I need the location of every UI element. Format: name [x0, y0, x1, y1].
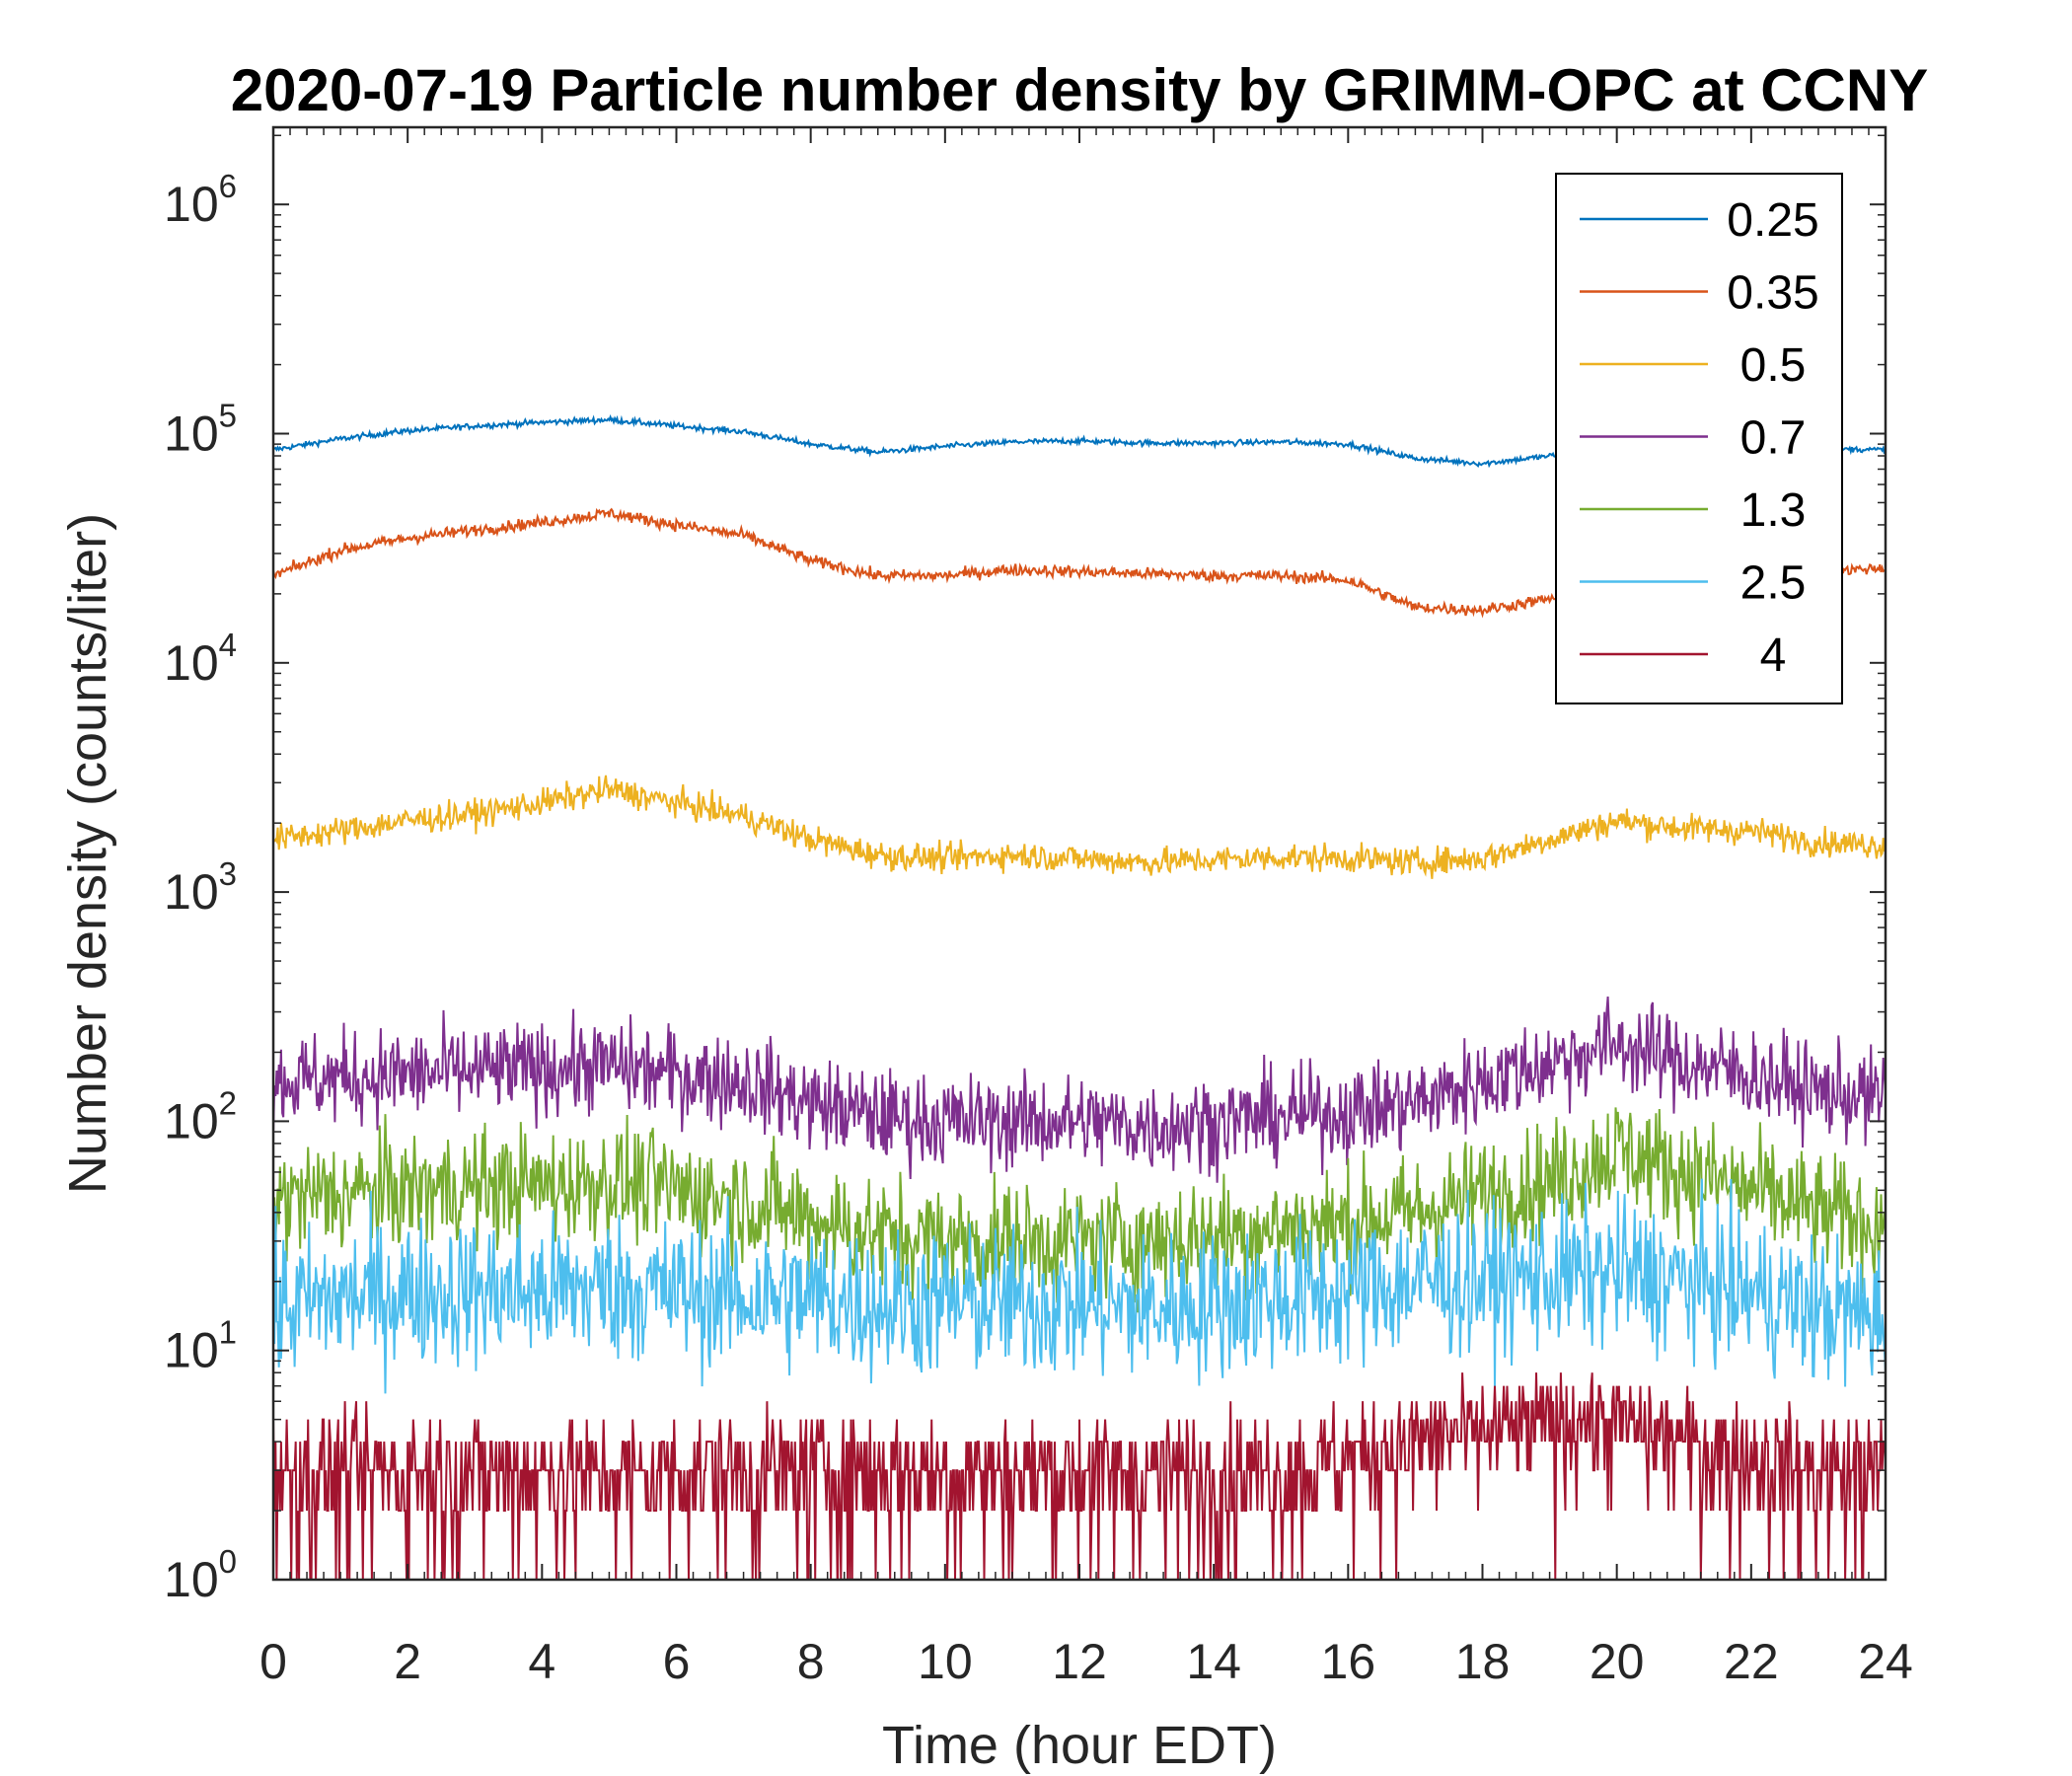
x-tick-label: 2 — [394, 1634, 421, 1689]
series-line-0-7 — [273, 997, 1886, 1183]
plot-frame — [271, 125, 1887, 1582]
legend-label: 1.3 — [1740, 484, 1807, 537]
tick-layer — [272, 127, 1887, 1581]
x-tick-label: 16 — [1321, 1634, 1376, 1689]
series-line-1-3 — [273, 1107, 1886, 1313]
legend-entries: 0.25 0.35 0.5 0.7 1.3 2.5 4 — [1580, 194, 1819, 682]
legend-box — [1555, 173, 1843, 704]
x-tick-label: 12 — [1052, 1634, 1107, 1689]
legend: 0.25 0.35 0.5 0.7 1.3 2.5 4 — [1555, 173, 1843, 704]
x-tick-label: 18 — [1455, 1634, 1511, 1689]
legend-label: 0.25 — [1727, 194, 1818, 247]
x-tick-label: 24 — [1858, 1634, 1913, 1689]
legend-label: 0.7 — [1740, 412, 1807, 465]
x-tick-label: 4 — [528, 1634, 555, 1689]
legend-label: 4 — [1760, 629, 1787, 682]
y-axis-label: Number density (counts/liter) — [58, 513, 117, 1194]
series-line-4 — [273, 1372, 1886, 1580]
chart-title: 2020-07-19 Particle number density by GR… — [231, 57, 1929, 123]
y-tick-label: 104 — [164, 627, 237, 691]
y-tick-label: 103 — [164, 855, 237, 920]
x-tick-label: 22 — [1724, 1634, 1779, 1689]
series-layer — [273, 413, 1886, 1580]
legend-label: 2.5 — [1740, 557, 1807, 610]
x-tick-label: 8 — [797, 1634, 825, 1689]
y-tick-label: 106 — [164, 168, 237, 232]
legend-label: 0.35 — [1727, 267, 1818, 320]
series-line-0-5 — [273, 775, 1886, 879]
series-line-2-5 — [273, 1178, 1886, 1394]
y-tick-labels: 100 101 102 103 104 105 106 — [164, 168, 237, 1607]
x-tick-label: 6 — [663, 1634, 691, 1689]
y-tick-label: 105 — [164, 398, 237, 462]
legend-label: 0.5 — [1740, 339, 1807, 392]
x-tick-label: 14 — [1186, 1634, 1241, 1689]
y-tick-label: 100 — [164, 1543, 237, 1607]
x-tick-label: 10 — [918, 1634, 973, 1689]
x-axis-label: Time (hour EDT) — [882, 1716, 1277, 1775]
x-tick-label: 20 — [1590, 1634, 1645, 1689]
x-tick-label: 0 — [259, 1634, 287, 1689]
y-tick-label: 102 — [164, 1084, 237, 1148]
y-tick-label: 101 — [164, 1314, 237, 1378]
x-tick-labels: 0 2 4 6 8 10 12 14 16 18 20 22 24 — [259, 1634, 1913, 1689]
